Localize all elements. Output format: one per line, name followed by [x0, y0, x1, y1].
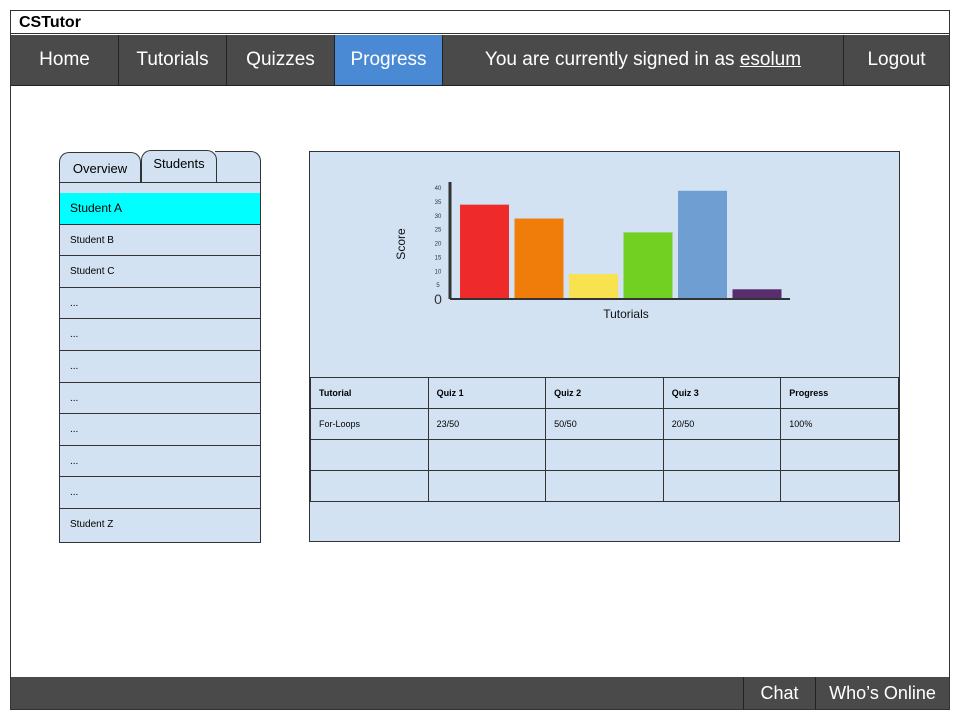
student-list: Student A Student B Student C.............… — [59, 182, 261, 543]
nav-home[interactable]: Home — [11, 35, 119, 85]
chart-y-tick-label: 20 — [435, 242, 442, 248]
signin-prefix: You are currently signed in as — [484, 49, 740, 70]
username-link[interactable]: esolum — [739, 49, 802, 70]
nav-progress[interactable]: Progress — [335, 35, 443, 85]
table-header-cell: Tutorial — [310, 377, 429, 409]
student-list-item[interactable]: ... — [60, 288, 260, 320]
table-cell — [662, 439, 782, 471]
table-header-cell: Quiz 3 — [662, 377, 782, 409]
table-cell — [662, 470, 782, 502]
tab-strip — [215, 151, 261, 183]
chart-y-label: Score — [394, 228, 408, 260]
table-row — [310, 439, 899, 471]
student-list-item[interactable]: Student Z — [70, 518, 114, 530]
tab-overview[interactable]: Overview — [59, 152, 141, 184]
table-cell: 50/50 — [545, 408, 664, 440]
table-cell — [780, 439, 899, 471]
table-cell — [545, 439, 664, 471]
student-list-item[interactable]: ... — [60, 319, 260, 351]
student-list-item[interactable]: Student B — [60, 225, 260, 257]
chart-bar — [732, 289, 782, 299]
chart-y-tick-label: 15 — [435, 255, 442, 261]
nav-quizzes[interactable]: Quizzes — [227, 35, 335, 85]
table-cell: 23/50 — [427, 408, 547, 440]
table-body: For-Loops 23/50 50/50 20/50 100% — [310, 408, 899, 502]
student-list-item[interactable]: ... — [60, 446, 260, 478]
app-window: CSTutor Home Tutorials Quizzes Progress … — [10, 10, 950, 710]
student-list-item[interactable]: ... — [60, 351, 260, 383]
student-list-item[interactable]: ... — [60, 414, 260, 446]
table-cell: 100% — [780, 408, 899, 440]
chart-bar — [514, 218, 564, 299]
table-cell — [780, 470, 899, 502]
table-cell — [427, 439, 547, 471]
app-title: CSTutor — [11, 11, 949, 34]
table-cell — [310, 439, 429, 471]
footer-bar: Chat Who’s Online — [11, 677, 949, 709]
table-cell — [427, 470, 547, 502]
chat-button[interactable]: Chat — [743, 677, 815, 709]
chart-x-label: Tutorials — [603, 307, 649, 321]
table-header-cell: Quiz 2 — [545, 377, 664, 409]
main-nav: Home Tutorials Quizzes Progress You are … — [11, 35, 949, 86]
nav-tutorials[interactable]: Tutorials — [119, 35, 227, 85]
chart-bar — [623, 232, 673, 299]
student-list-item[interactable]: ... — [60, 477, 260, 509]
chart-y-tick-label: 10 — [435, 269, 442, 275]
signin-status: You are currently signed in as esolum — [443, 35, 843, 85]
student-list-item[interactable]: Student A — [60, 193, 260, 225]
chart-y-tick-label: 25 — [435, 228, 442, 234]
chart-y-tick-label: 0 — [434, 291, 442, 307]
chart-bar — [678, 190, 727, 299]
tab-students[interactable]: Students — [141, 150, 217, 182]
students-panel: Overview Students Student A Student B Stud… — [59, 150, 261, 543]
table-header-cell: Progress — [780, 377, 899, 409]
chart-y-tick-label: 30 — [435, 214, 442, 220]
student-list-item[interactable]: Student C — [60, 256, 260, 288]
table-cell — [545, 470, 664, 502]
student-list-item[interactable]: ... — [60, 383, 260, 415]
table-cell — [310, 470, 429, 502]
progress-table: Tutorial Quiz 1 Quiz 2 Quiz 3 Progress For-L… — [310, 377, 899, 502]
table-row: For-Loops 23/50 50/50 20/50 100% — [310, 408, 899, 440]
table-row — [310, 470, 899, 502]
table-cell: For-Loops — [310, 408, 429, 440]
chart-y-tick-label: 5 — [436, 283, 440, 289]
table-header-cell: Quiz 1 — [427, 377, 547, 409]
chart-y-tick-label: 35 — [435, 200, 442, 206]
chart-bar — [569, 274, 618, 299]
table-cell: 20/50 — [662, 408, 782, 440]
table-header-row: Tutorial Quiz 1 Quiz 2 Quiz 3 Progress — [310, 377, 899, 409]
chart-y-tick-label: 40 — [435, 186, 442, 192]
progress-panel: 0 5 10 15 20 25 30 35 40 Tutorials Score Tutorial Q… — [309, 151, 900, 542]
chart-bar — [460, 204, 509, 299]
whos-online-button[interactable]: Who’s Online — [815, 677, 949, 709]
logout-button[interactable]: Logout — [843, 35, 949, 85]
score-chart: 0 5 10 15 20 25 30 35 40 Tutorials Score — [394, 182, 790, 321]
